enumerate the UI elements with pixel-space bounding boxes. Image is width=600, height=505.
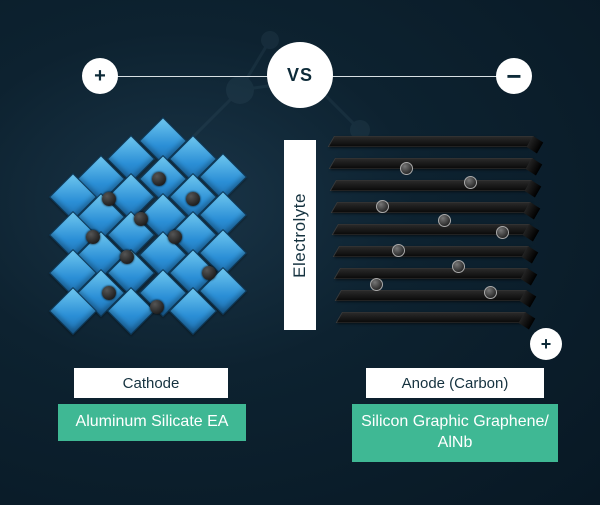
cathode-ion: [186, 192, 200, 206]
anode-layer: [334, 268, 528, 279]
anode-ion: [496, 226, 509, 239]
cathode-ion: [134, 212, 148, 226]
anode-layer: [331, 202, 531, 213]
anode-layer: [328, 136, 534, 147]
anode-ion: [464, 176, 477, 189]
cathode-polarity-badge: +: [82, 58, 118, 94]
anode-layer: [330, 180, 532, 191]
anode-layer: [333, 246, 529, 257]
cathode-ion: [86, 230, 100, 244]
anode-layer: [335, 290, 527, 301]
cathode-title: Cathode: [74, 368, 228, 398]
cathode-ion: [168, 230, 182, 244]
anode-title: Anode (Carbon): [366, 368, 544, 398]
anode-ion: [392, 244, 405, 257]
electrolyte-bar: Electrolyte: [284, 140, 316, 330]
cathode-ion: [202, 266, 216, 280]
anode-material: Silicon Graphic Graphene/ AlNb: [352, 404, 558, 462]
anode-plus-badge: +: [530, 328, 562, 360]
anode-polarity-badge: −: [496, 58, 532, 94]
anode-ion: [438, 214, 451, 227]
anode-ion: [484, 286, 497, 299]
electrolyte-label: Electrolyte: [290, 193, 310, 278]
cathode-ion: [152, 172, 166, 186]
cathode-ion: [150, 300, 164, 314]
anode-illustration: +: [334, 128, 554, 358]
anode-ion: [376, 200, 389, 213]
anode-layer: [336, 312, 526, 323]
anode-ion: [370, 278, 383, 291]
cathode-illustration: [56, 118, 266, 358]
cathode-ion: [102, 286, 116, 300]
anode-layer: [329, 158, 533, 169]
anode-ion: [400, 162, 413, 175]
cathode-material: Aluminum Silicate EA: [58, 404, 246, 441]
vs-badge: VS: [267, 42, 333, 108]
cathode-ion: [102, 192, 116, 206]
cathode-ion: [120, 250, 134, 264]
anode-ion: [452, 260, 465, 273]
